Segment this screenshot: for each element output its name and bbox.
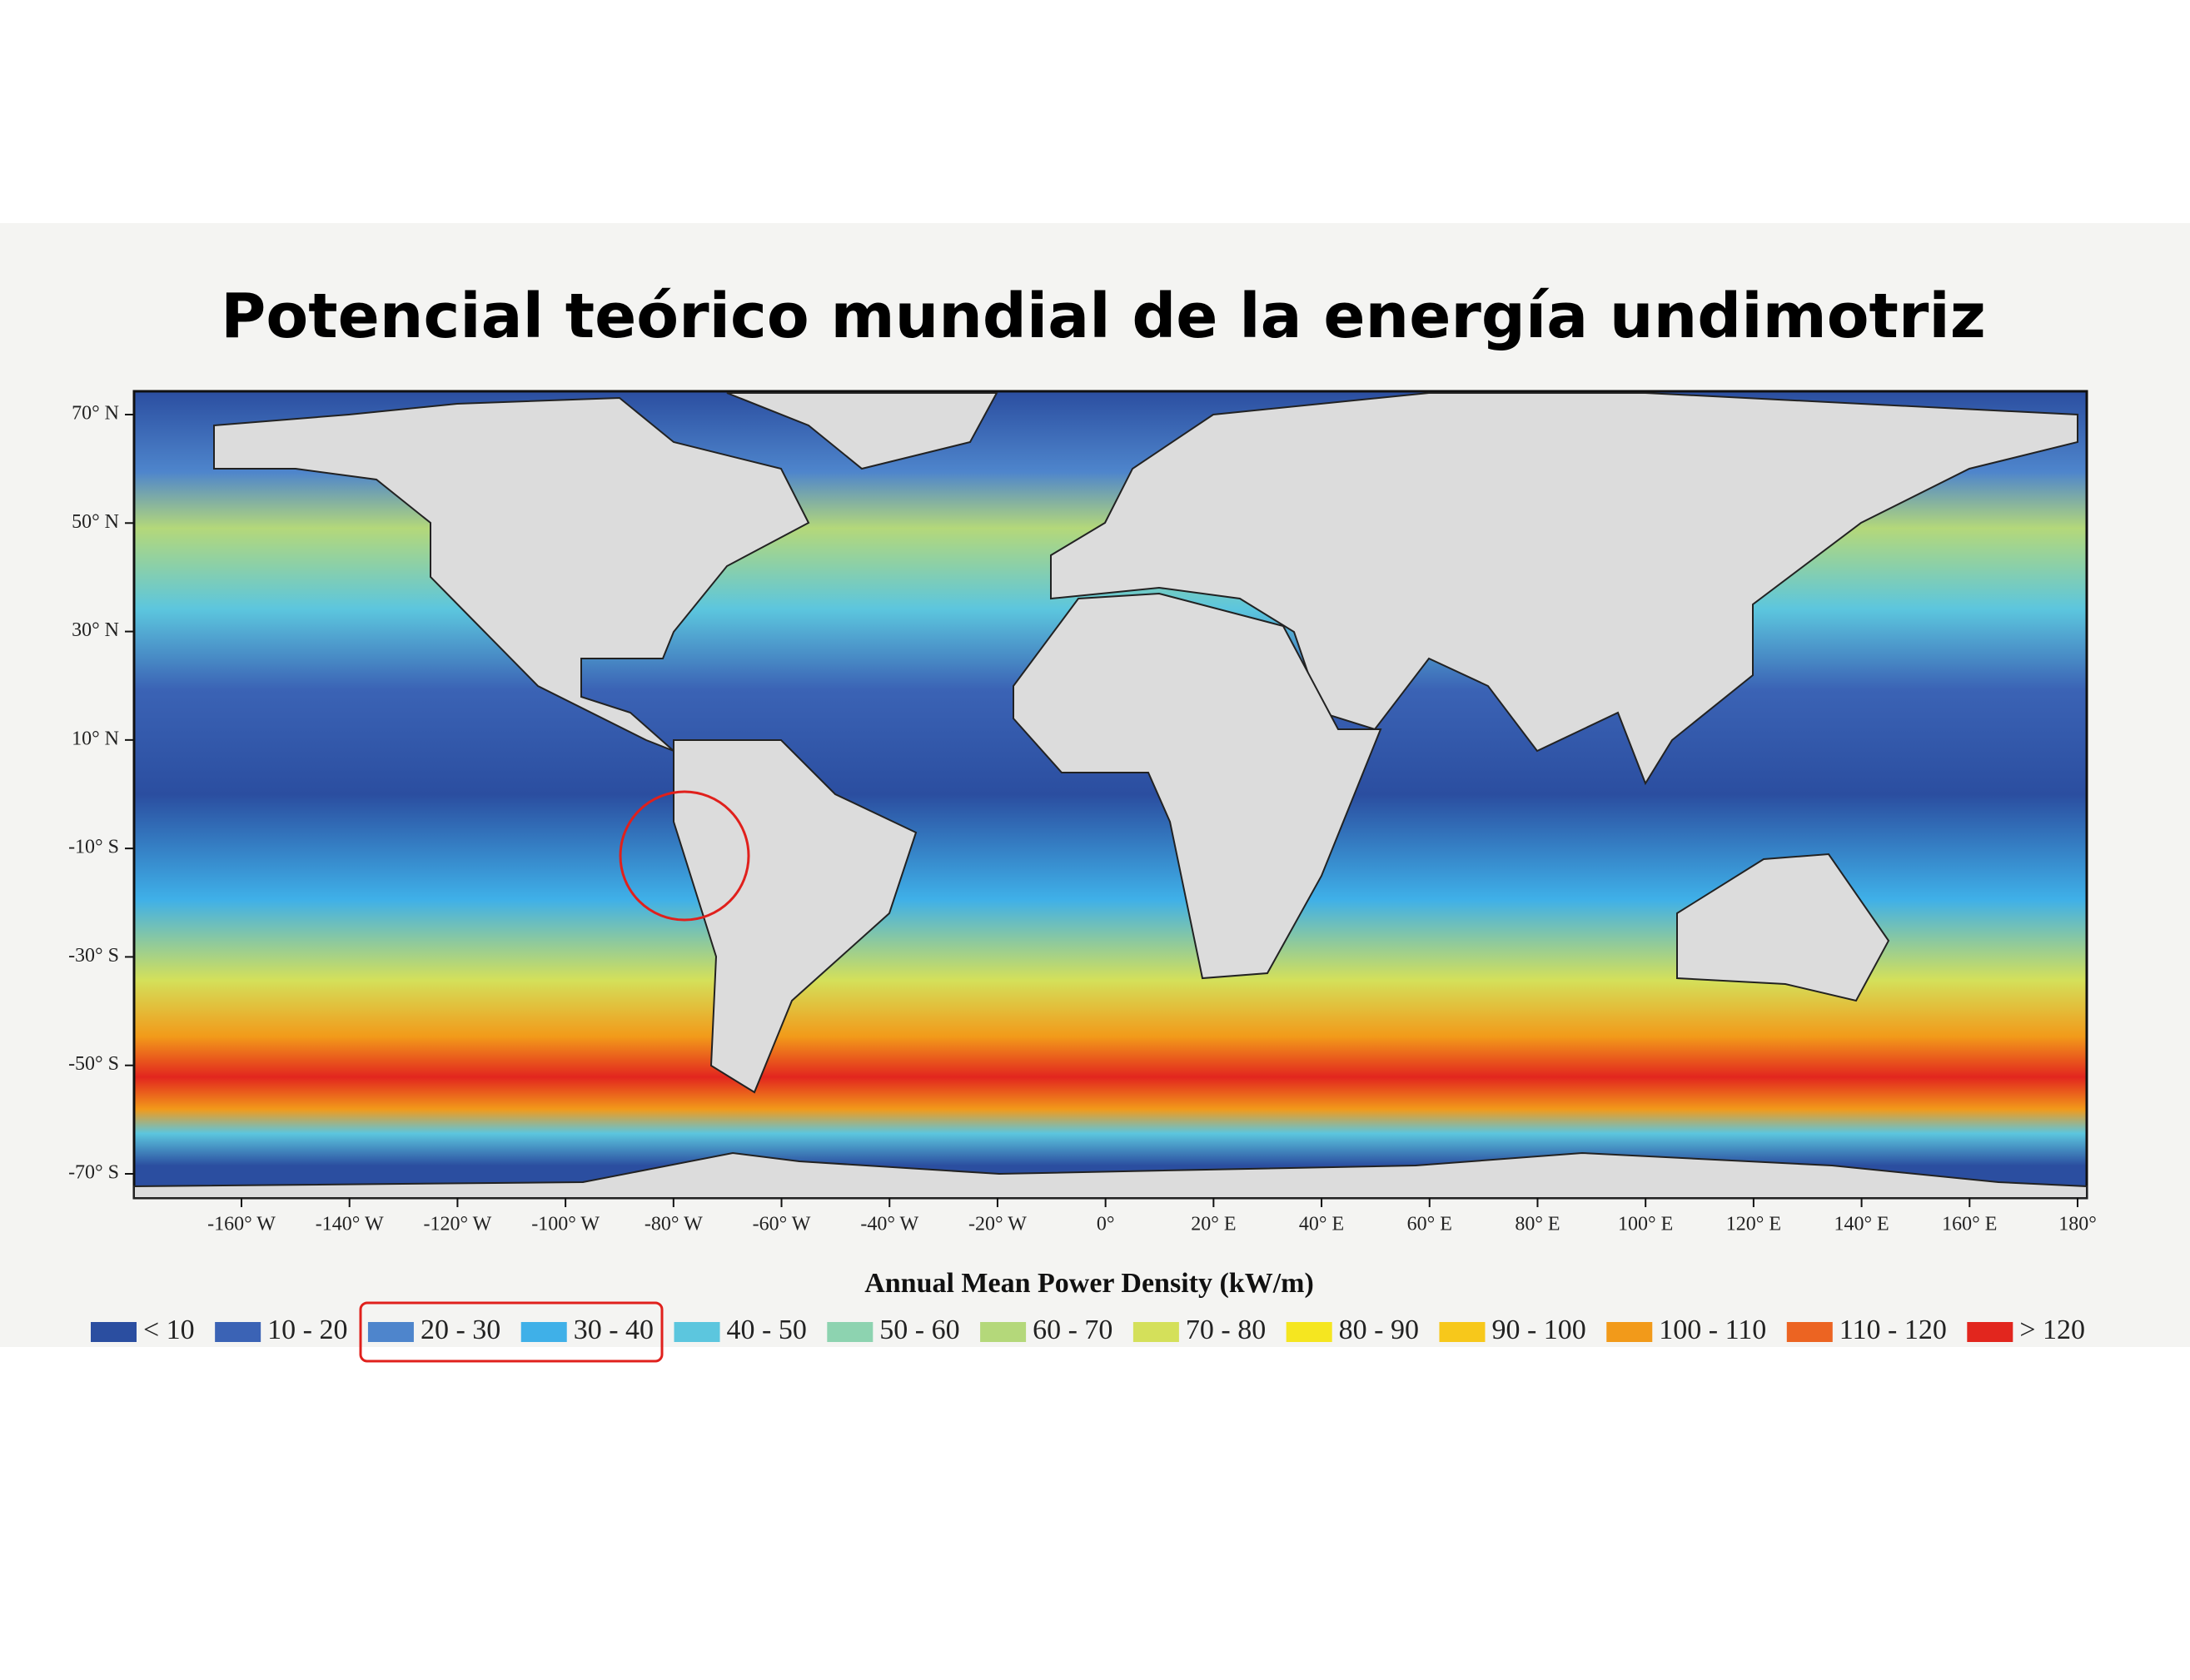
legend-swatch (367, 1322, 414, 1342)
legend-label: 100 - 110 (1659, 1315, 1766, 1345)
lat-label: 70° N (72, 403, 119, 425)
legend-label: 20 - 30 (421, 1315, 500, 1345)
lon-label: -40° W (860, 1214, 918, 1235)
south-america (673, 739, 918, 1094)
legend-swatch (1439, 1322, 1486, 1342)
legend-swatch (980, 1322, 1027, 1342)
highlight-circle (619, 790, 750, 922)
legend-label: 10 - 20 (267, 1315, 347, 1345)
lon-label: 140° E (1834, 1214, 1889, 1235)
legend-label: 110 - 120 (1839, 1315, 1947, 1345)
antarctica (133, 1151, 2088, 1199)
lat-label: -30° S (68, 945, 119, 967)
lon-label: 120° E (1726, 1214, 1781, 1235)
legend-label: 40 - 50 (727, 1315, 807, 1345)
legend-label: < 10 (143, 1315, 195, 1345)
lon-label: 100° E (1618, 1214, 1673, 1235)
lat-label: 50° N (72, 511, 119, 533)
map (132, 390, 2088, 1200)
legend-swatch (1132, 1322, 1179, 1342)
legend-swatch (1606, 1322, 1653, 1342)
legend-swatch (674, 1322, 720, 1342)
legend-swatch (1286, 1322, 1332, 1342)
lon-label: -60° W (753, 1214, 811, 1235)
legend-label: 80 - 90 (1339, 1315, 1419, 1345)
title: Potencial teórico mundial de la energía … (221, 281, 1986, 352)
lat-label: -70° S (68, 1162, 119, 1184)
lon-label: -100° W (531, 1214, 600, 1235)
lat-label: -50° S (68, 1053, 119, 1075)
highlight-box (359, 1301, 664, 1363)
lon-label: -20° W (968, 1214, 1027, 1235)
north-america (213, 396, 810, 752)
legend-swatch (91, 1322, 137, 1342)
africa (1013, 592, 1382, 980)
greenland (726, 392, 998, 470)
lon-label: 20° E (1191, 1214, 1236, 1235)
legend-label: 60 - 70 (1033, 1315, 1112, 1345)
lon-label: 60° E (1407, 1214, 1452, 1235)
legend-label: 50 - 60 (879, 1315, 959, 1345)
lon-label: -80° W (645, 1214, 703, 1235)
legend-label: > 120 (2019, 1315, 2085, 1345)
lon-label: 160° E (1942, 1214, 1997, 1235)
lon-label: 0° (1097, 1214, 1115, 1235)
lat-label: 30° N (72, 619, 119, 641)
legend-label: 30 - 40 (574, 1315, 654, 1345)
lon-label: -160° W (207, 1214, 276, 1235)
axis-title: Annual Mean Power Density (kW/m) (864, 1268, 1314, 1299)
legend-swatch (520, 1322, 567, 1342)
lon-label: -140° W (316, 1214, 384, 1235)
legend-swatch (215, 1322, 261, 1342)
lat-label: -10° S (68, 837, 119, 858)
lon-label: 180° (2058, 1214, 2097, 1235)
lon-label: 80° E (1515, 1214, 1560, 1235)
legend-label: 70 - 80 (1186, 1315, 1266, 1345)
legend-swatch (1786, 1322, 1833, 1342)
lat-label: 10° N (72, 728, 119, 749)
lon-label: -120° W (424, 1214, 492, 1235)
legend-label: 90 - 100 (1491, 1315, 1585, 1345)
australia (1676, 852, 1890, 1002)
lon-label: 40° E (1299, 1214, 1344, 1235)
legend-swatch (827, 1322, 874, 1342)
legend-swatch (1967, 1322, 2013, 1342)
